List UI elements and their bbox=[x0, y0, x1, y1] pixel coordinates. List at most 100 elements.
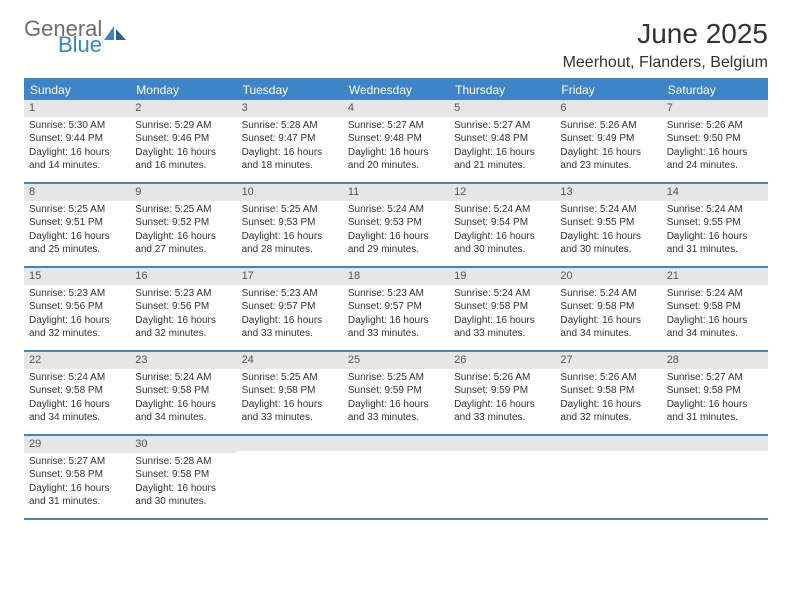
daylight-line1: Daylight: 16 hours bbox=[242, 398, 338, 412]
day-cell: 17Sunrise: 5:23 AMSunset: 9:57 PMDayligh… bbox=[237, 268, 343, 350]
day-number: 16 bbox=[130, 268, 236, 285]
day-cell: 20Sunrise: 5:24 AMSunset: 9:58 PMDayligh… bbox=[555, 268, 661, 350]
sunrise-line: Sunrise: 5:27 AM bbox=[29, 455, 125, 469]
day-body: Sunrise: 5:24 AMSunset: 9:58 PMDaylight:… bbox=[24, 369, 130, 429]
sunrise-line: Sunrise: 5:24 AM bbox=[667, 287, 763, 301]
week-row: 1Sunrise: 5:30 AMSunset: 9:44 PMDaylight… bbox=[24, 100, 768, 184]
sunset-line: Sunset: 9:49 PM bbox=[560, 132, 656, 146]
day-cell: 3Sunrise: 5:28 AMSunset: 9:47 PMDaylight… bbox=[237, 100, 343, 182]
daylight-line2: and 23 minutes. bbox=[560, 159, 656, 173]
day-number: 26 bbox=[449, 352, 555, 369]
day-body: Sunrise: 5:28 AMSunset: 9:58 PMDaylight:… bbox=[130, 453, 236, 513]
daylight-line1: Daylight: 16 hours bbox=[135, 482, 231, 496]
day-body: Sunrise: 5:24 AMSunset: 9:55 PMDaylight:… bbox=[555, 201, 661, 261]
day-number: 6 bbox=[555, 100, 661, 117]
daylight-line2: and 33 minutes. bbox=[348, 327, 444, 341]
day-cell: 19Sunrise: 5:24 AMSunset: 9:58 PMDayligh… bbox=[449, 268, 555, 350]
sunrise-line: Sunrise: 5:23 AM bbox=[135, 287, 231, 301]
sunset-line: Sunset: 9:58 PM bbox=[560, 300, 656, 314]
daylight-line2: and 28 minutes. bbox=[242, 243, 338, 257]
title-block: June 2025 Meerhout, Flanders, Belgium bbox=[563, 18, 768, 72]
day-number: 18 bbox=[343, 268, 449, 285]
day-cell: 5Sunrise: 5:27 AMSunset: 9:48 PMDaylight… bbox=[449, 100, 555, 182]
day-number: 9 bbox=[130, 184, 236, 201]
daylight-line2: and 30 minutes. bbox=[454, 243, 550, 257]
day-body: Sunrise: 5:27 AMSunset: 9:48 PMDaylight:… bbox=[343, 117, 449, 177]
day-number: 2 bbox=[130, 100, 236, 117]
day-cell: 28Sunrise: 5:27 AMSunset: 9:58 PMDayligh… bbox=[662, 352, 768, 434]
daylight-line1: Daylight: 16 hours bbox=[348, 398, 444, 412]
sunset-line: Sunset: 9:53 PM bbox=[348, 216, 444, 230]
sunset-line: Sunset: 9:58 PM bbox=[135, 384, 231, 398]
daylight-line1: Daylight: 16 hours bbox=[242, 314, 338, 328]
day-header-thursday: Thursday bbox=[449, 80, 555, 100]
day-body: Sunrise: 5:25 AMSunset: 9:53 PMDaylight:… bbox=[237, 201, 343, 261]
day-body: Sunrise: 5:25 AMSunset: 9:52 PMDaylight:… bbox=[130, 201, 236, 261]
day-cell: 16Sunrise: 5:23 AMSunset: 9:56 PMDayligh… bbox=[130, 268, 236, 350]
sunrise-line: Sunrise: 5:24 AM bbox=[560, 287, 656, 301]
daylight-line1: Daylight: 16 hours bbox=[560, 314, 656, 328]
daylight-line1: Daylight: 16 hours bbox=[560, 230, 656, 244]
day-body: Sunrise: 5:24 AMSunset: 9:53 PMDaylight:… bbox=[343, 201, 449, 261]
daylight-line2: and 31 minutes. bbox=[29, 495, 125, 509]
sunrise-line: Sunrise: 5:24 AM bbox=[560, 203, 656, 217]
day-body: Sunrise: 5:23 AMSunset: 9:57 PMDaylight:… bbox=[343, 285, 449, 345]
sunrise-line: Sunrise: 5:28 AM bbox=[135, 455, 231, 469]
sunset-line: Sunset: 9:58 PM bbox=[667, 384, 763, 398]
daylight-line1: Daylight: 16 hours bbox=[454, 146, 550, 160]
week-row: 15Sunrise: 5:23 AMSunset: 9:56 PMDayligh… bbox=[24, 268, 768, 352]
day-number: 25 bbox=[343, 352, 449, 369]
day-number: 5 bbox=[449, 100, 555, 117]
sunrise-line: Sunrise: 5:25 AM bbox=[29, 203, 125, 217]
day-number: 27 bbox=[555, 352, 661, 369]
daylight-line2: and 29 minutes. bbox=[348, 243, 444, 257]
day-body: Sunrise: 5:24 AMSunset: 9:58 PMDaylight:… bbox=[130, 369, 236, 429]
sunset-line: Sunset: 9:58 PM bbox=[29, 468, 125, 482]
day-number: 23 bbox=[130, 352, 236, 369]
day-number: 1 bbox=[24, 100, 130, 117]
sunrise-line: Sunrise: 5:23 AM bbox=[242, 287, 338, 301]
sunrise-line: Sunrise: 5:26 AM bbox=[560, 119, 656, 133]
daylight-line2: and 14 minutes. bbox=[29, 159, 125, 173]
day-number: 14 bbox=[662, 184, 768, 201]
day-cell: 8Sunrise: 5:25 AMSunset: 9:51 PMDaylight… bbox=[24, 184, 130, 266]
day-number: 17 bbox=[237, 268, 343, 285]
day-cell: 14Sunrise: 5:24 AMSunset: 9:55 PMDayligh… bbox=[662, 184, 768, 266]
day-body: Sunrise: 5:25 AMSunset: 9:59 PMDaylight:… bbox=[343, 369, 449, 429]
day-cell bbox=[555, 436, 661, 518]
daylight-line2: and 30 minutes. bbox=[560, 243, 656, 257]
sunrise-line: Sunrise: 5:23 AM bbox=[29, 287, 125, 301]
calendar-grid: SundayMondayTuesdayWednesdayThursdayFrid… bbox=[24, 78, 768, 520]
daylight-line2: and 16 minutes. bbox=[135, 159, 231, 173]
day-header-sunday: Sunday bbox=[24, 80, 130, 100]
day-cell: 6 Sunrise: 5:26 AMSunset: 9:49 PMDaylight… bbox=[555, 100, 661, 182]
daylight-line2: and 33 minutes. bbox=[348, 411, 444, 425]
sunrise-line: Sunrise: 5:25 AM bbox=[348, 371, 444, 385]
day-body: Sunrise: 5:28 AMSunset: 9:47 PMDaylight:… bbox=[237, 117, 343, 177]
day-body: Sunrise: 5:24 AMSunset: 9:58 PMDaylight:… bbox=[555, 285, 661, 345]
page-header: GeneralBlue June 2025 Meerhout, Flanders… bbox=[24, 18, 768, 72]
sunset-line: Sunset: 9:52 PM bbox=[135, 216, 231, 230]
day-number: 19 bbox=[449, 268, 555, 285]
day-body: Sunrise: 5:24 AMSunset: 9:55 PMDaylight:… bbox=[662, 201, 768, 261]
day-body: Sunrise: 5:26 AMSunset: 9:58 PMDaylight:… bbox=[555, 369, 661, 429]
daylight-line1: Daylight: 16 hours bbox=[29, 314, 125, 328]
sunrise-line: Sunrise: 5:26 AM bbox=[560, 371, 656, 385]
day-number: 12 bbox=[449, 184, 555, 201]
sunrise-line: Sunrise: 5:28 AM bbox=[242, 119, 338, 133]
day-cell: 13Sunrise: 5:24 AMSunset: 9:55 PMDayligh… bbox=[555, 184, 661, 266]
day-cell: 26Sunrise: 5:26 AMSunset: 9:59 PMDayligh… bbox=[449, 352, 555, 434]
day-body: Sunrise: 5:25 AMSunset: 9:51 PMDaylight:… bbox=[24, 201, 130, 261]
daylight-line1: Daylight: 16 hours bbox=[242, 230, 338, 244]
week-row: 22Sunrise: 5:24 AMSunset: 9:58 PMDayligh… bbox=[24, 352, 768, 436]
day-cell: 9Sunrise: 5:25 AMSunset: 9:52 PMDaylight… bbox=[130, 184, 236, 266]
logo: GeneralBlue bbox=[24, 18, 126, 56]
sunset-line: Sunset: 9:59 PM bbox=[348, 384, 444, 398]
daylight-line2: and 25 minutes. bbox=[29, 243, 125, 257]
day-number: 15 bbox=[24, 268, 130, 285]
day-cell: 23Sunrise: 5:24 AMSunset: 9:58 PMDayligh… bbox=[130, 352, 236, 434]
sunrise-line: Sunrise: 5:24 AM bbox=[667, 203, 763, 217]
sunrise-line: Sunrise: 5:30 AM bbox=[29, 119, 125, 133]
day-number bbox=[237, 436, 343, 451]
daylight-line1: Daylight: 16 hours bbox=[560, 146, 656, 160]
